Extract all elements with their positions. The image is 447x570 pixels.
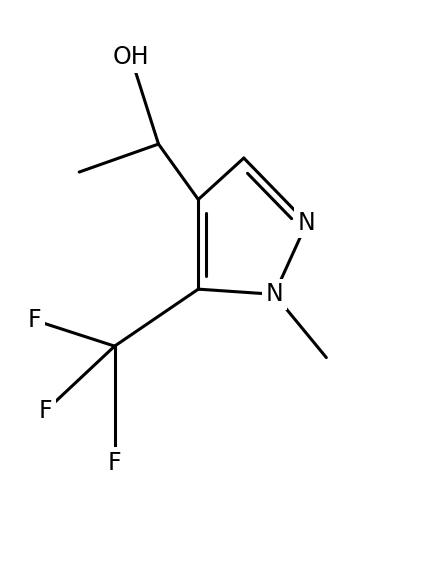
Text: N: N bbox=[266, 282, 283, 306]
Text: F: F bbox=[39, 399, 52, 423]
Text: N: N bbox=[298, 211, 316, 235]
Text: F: F bbox=[28, 308, 42, 332]
Text: OH: OH bbox=[113, 45, 149, 69]
Text: F: F bbox=[108, 451, 122, 475]
